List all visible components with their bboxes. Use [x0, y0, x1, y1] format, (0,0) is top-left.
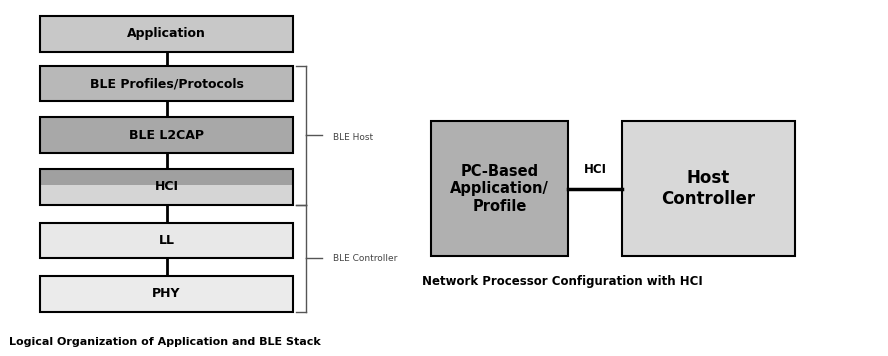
Text: HCI: HCI	[583, 163, 607, 176]
Text: BLE Controller: BLE Controller	[333, 253, 397, 263]
Bar	[40, 276, 293, 312]
Bar	[40, 117, 293, 153]
Bar	[40, 222, 293, 258]
Text: Application: Application	[127, 27, 206, 40]
Bar	[431, 121, 568, 256]
Bar	[40, 185, 293, 205]
Text: BLE L2CAP: BLE L2CAP	[129, 129, 204, 142]
Text: Network Processor Configuration with HCI: Network Processor Configuration with HCI	[422, 275, 702, 288]
Text: PHY: PHY	[152, 287, 181, 300]
Text: HCI: HCI	[155, 180, 178, 193]
Text: Logical Organization of Application and BLE Stack: Logical Organization of Application and …	[9, 337, 321, 347]
Bar	[40, 66, 293, 101]
Text: BLE Host: BLE Host	[333, 132, 373, 142]
Bar	[40, 169, 293, 185]
Text: LL: LL	[158, 234, 175, 247]
Text: BLE Profiles/Protocols: BLE Profiles/Protocols	[90, 77, 243, 90]
Text: PC-Based
Application/
Profile: PC-Based Application/ Profile	[450, 164, 549, 214]
Text: Host
Controller: Host Controller	[662, 169, 755, 208]
Bar	[622, 121, 795, 256]
Bar	[40, 169, 293, 205]
Bar	[40, 16, 293, 52]
